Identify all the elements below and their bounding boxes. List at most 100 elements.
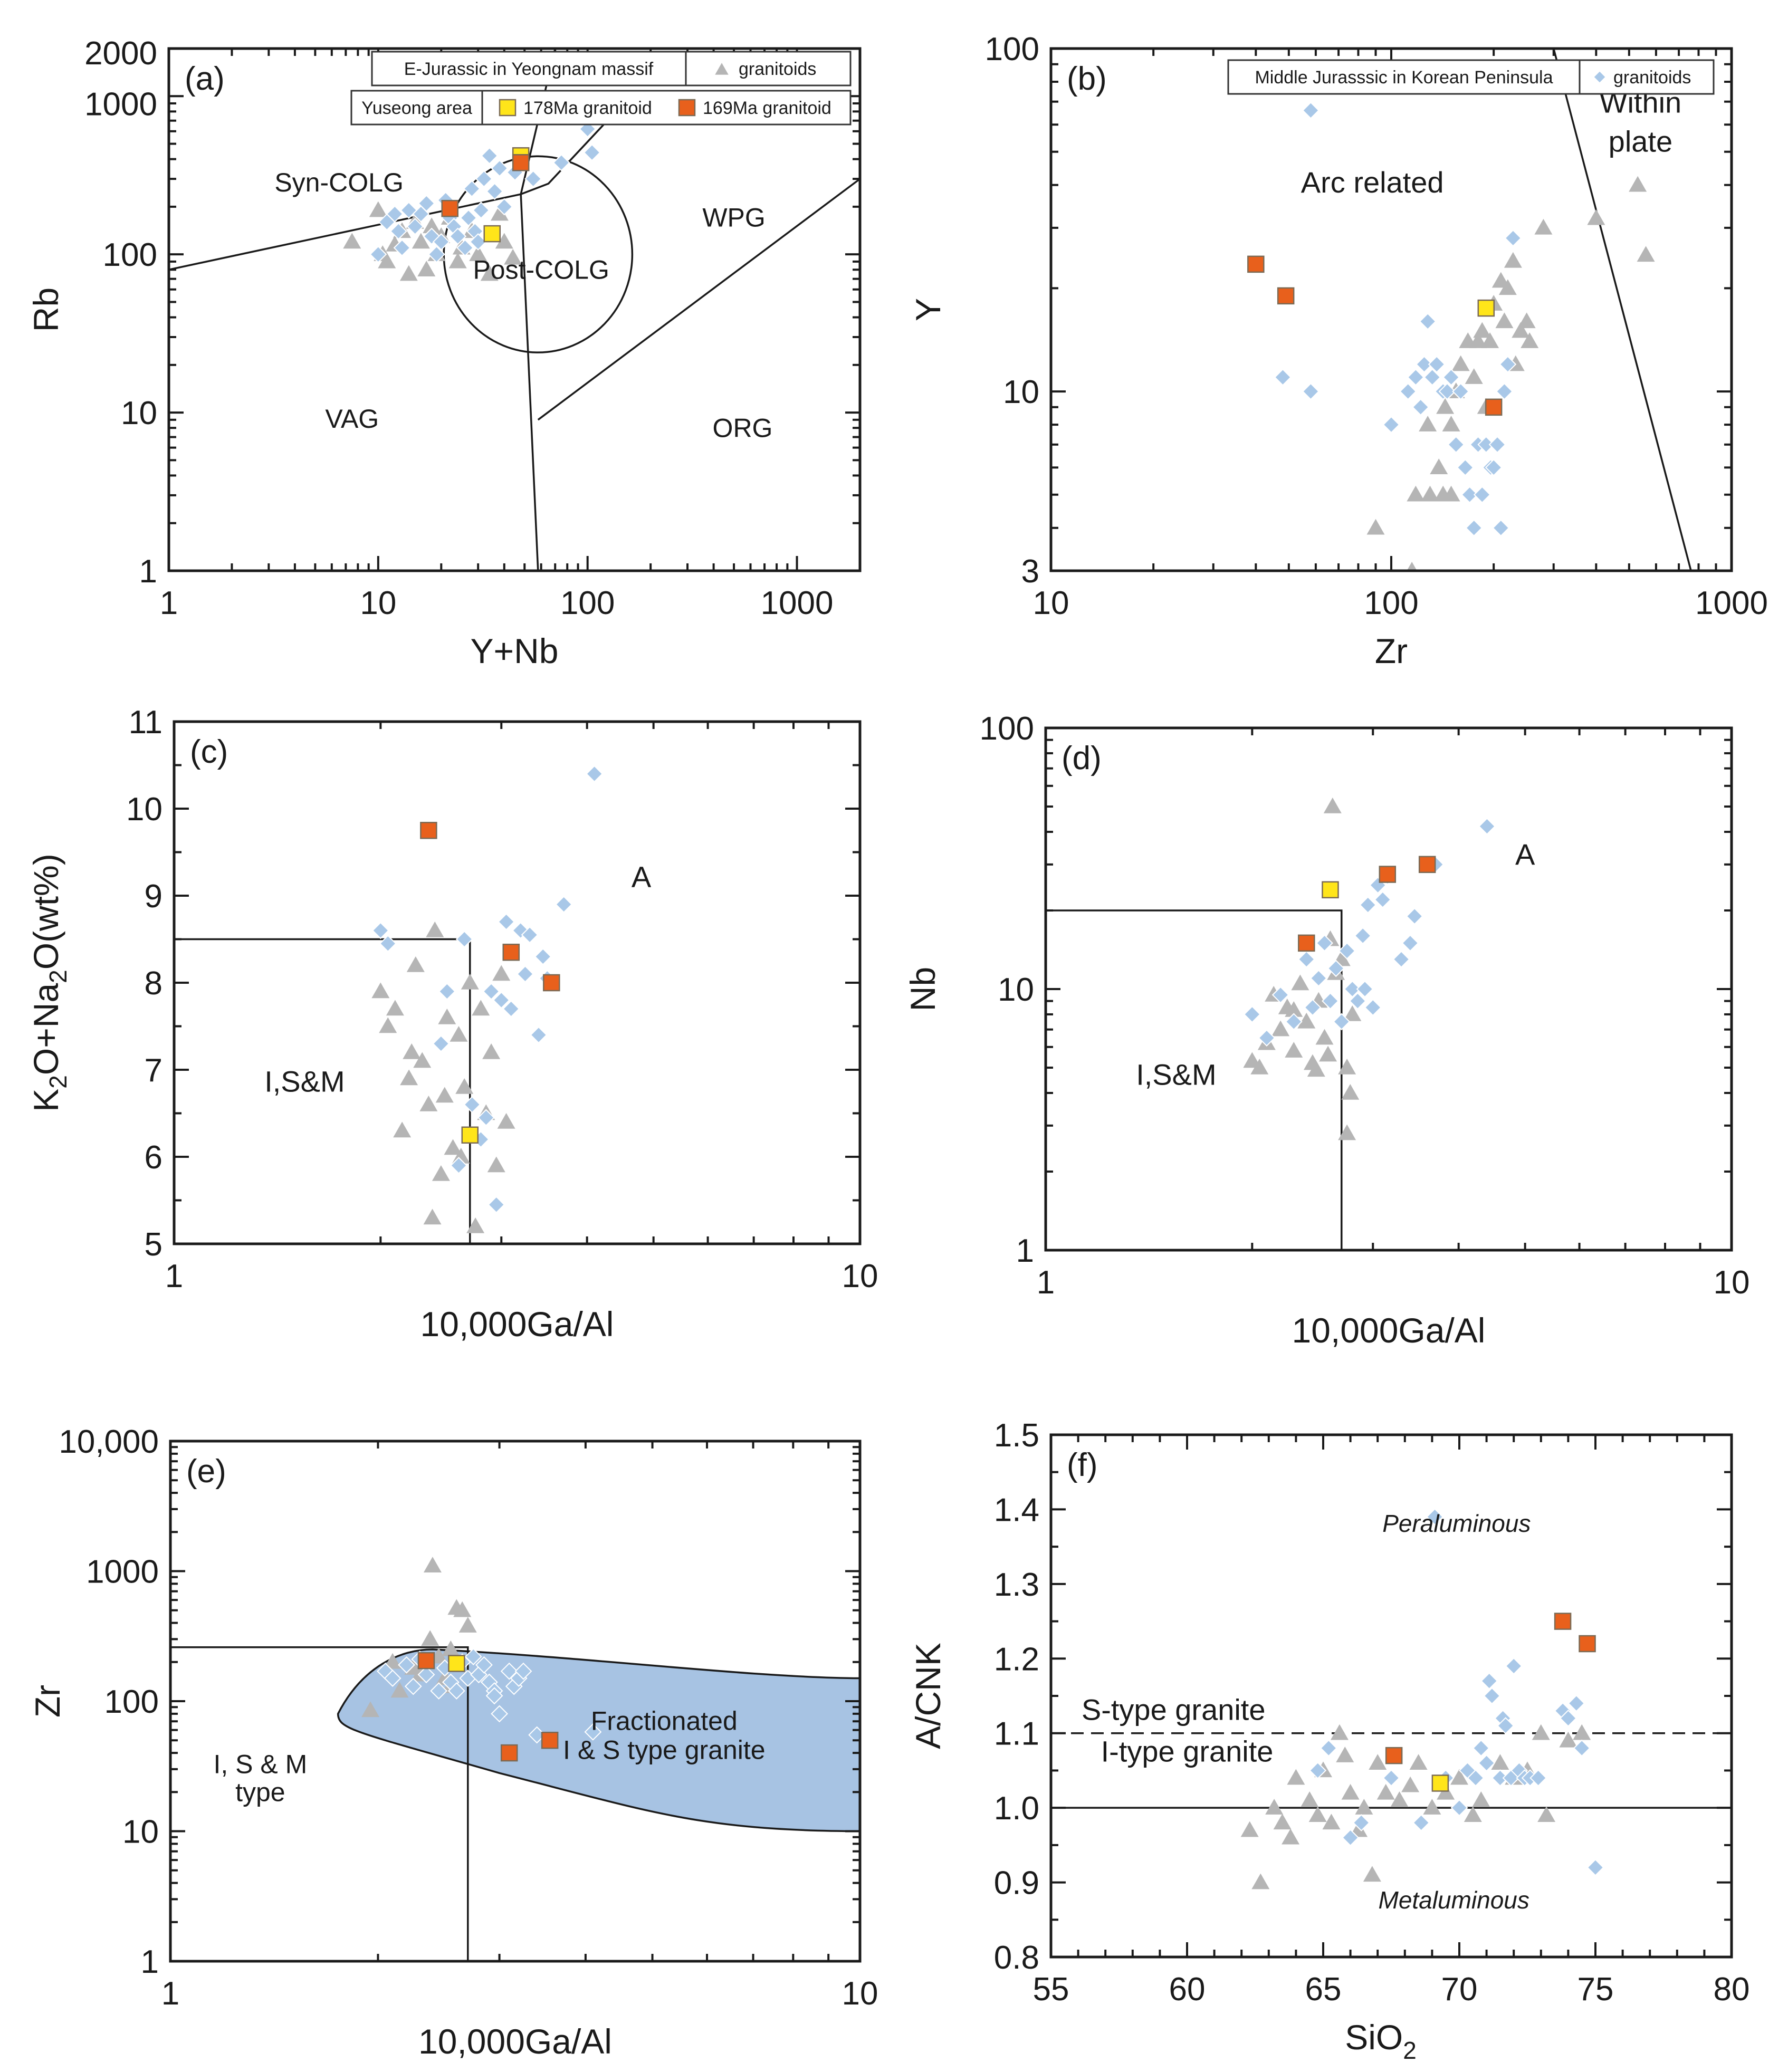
point-b-0-5	[1442, 485, 1460, 502]
point-f-1-2	[1342, 1829, 1360, 1847]
panel-label-c: (c)	[190, 734, 228, 770]
point-b-0-29	[1629, 176, 1647, 192]
x-tick-label-b-0: 10	[1033, 585, 1069, 621]
point-b-0-8	[1436, 398, 1455, 414]
point-e-1-23	[584, 1723, 602, 1741]
boundary-line-a-2	[537, 178, 860, 421]
region-label-f-1: S-type granite	[1082, 1693, 1266, 1726]
point-b-0-7	[1430, 458, 1448, 475]
series-d-2	[1322, 881, 1339, 899]
point-f-0-5	[1287, 1769, 1305, 1785]
point-f-0-19	[1401, 1776, 1420, 1792]
point-c-0-19	[487, 1156, 505, 1173]
point-f-1-8	[1450, 1799, 1468, 1817]
legend-a-row1-group: E-Jurassic in Yeongnam massif	[404, 59, 654, 79]
point-d-1-12	[1343, 980, 1361, 998]
point-f-0-24	[1464, 1806, 1482, 1822]
point-b-1-18	[1465, 519, 1483, 537]
series-a-1	[369, 120, 601, 263]
point-c-1-5	[455, 931, 473, 948]
y-tick-label-e-4: 10,000	[59, 1424, 159, 1460]
point-e-1-2	[398, 1656, 415, 1674]
point-b-1-24	[1488, 436, 1506, 454]
legend-b-item: granitoids	[1613, 68, 1691, 88]
point-a-0-9	[417, 261, 436, 277]
point-a-0-3	[378, 252, 396, 268]
point-c-0-7	[419, 1096, 438, 1111]
point-c-0-0	[371, 982, 390, 999]
point-a-1-11	[432, 233, 450, 251]
point-c-1-19	[586, 765, 604, 783]
point-c-0-22	[423, 1208, 442, 1225]
point-a-1-26	[495, 198, 513, 216]
point-d-1-2	[1271, 986, 1289, 1004]
ticks-f	[1050, 1434, 1733, 1958]
region-label-b-2: plate	[1609, 125, 1672, 158]
y-axis-label-b: Y	[909, 298, 948, 321]
point-b-0-20	[1495, 312, 1514, 329]
x-tick-label-f-0: 55	[1033, 1971, 1069, 2008]
point-b-3-0	[1247, 255, 1265, 273]
point-d-1-16	[1364, 999, 1382, 1016]
x-tick-label-a-1: 10	[360, 585, 396, 621]
y-tick-label-f-7: 1.5	[994, 1417, 1039, 1454]
point-d-1-9	[1327, 960, 1345, 977]
point-b-1-3	[1382, 416, 1400, 434]
y-tick-label-a-4: 2000	[84, 35, 157, 72]
plot-area-c	[174, 765, 604, 1244]
point-f-0-0	[1240, 1821, 1259, 1837]
region-label-e-3: type	[235, 1778, 285, 1807]
point-c-1-21	[477, 1109, 495, 1127]
series-f-3	[1385, 1613, 1596, 1764]
point-b-1-17	[1461, 486, 1479, 504]
point-d-1-13	[1349, 992, 1366, 1010]
point-a-1-25	[491, 159, 509, 177]
boundary-line-b-0	[1553, 49, 1692, 571]
point-b-0-25	[1517, 312, 1536, 329]
region-label-f-3: Metaluminous	[1379, 1886, 1529, 1914]
point-f-1-6	[1426, 1508, 1443, 1526]
region-label-a-4: ORG	[713, 414, 773, 443]
point-e-0-11	[453, 1601, 472, 1617]
panel-label-d: (d)	[1062, 740, 1102, 776]
legend-a-row2-item1: 178Ma granitoid	[523, 98, 652, 118]
x-tick-label-f-2: 65	[1305, 1971, 1342, 2008]
point-f-0-31	[1559, 1731, 1577, 1748]
legend-a-row1-group-box	[371, 51, 687, 87]
x-tick-label-f-4: 75	[1577, 1971, 1614, 2008]
panel-f: Peraluminous S-type granite I-type granite…	[909, 1417, 1749, 2064]
point-c-1-17	[530, 1026, 548, 1044]
point-f-1-12	[1478, 1754, 1496, 1772]
x-tick-label-e-0: 1	[161, 1975, 179, 2012]
x-axis-label-d: 10,000Ga/Al	[1292, 1311, 1486, 1350]
panel-label-a: (a)	[185, 61, 225, 97]
y-tick-label-d-0: 1	[1016, 1233, 1034, 1269]
point-b-0-11	[1451, 355, 1470, 371]
x-tick-label-f-1: 60	[1169, 1971, 1206, 2008]
point-d-3-2	[1418, 856, 1436, 874]
y-axis-label-d: Nb	[903, 967, 942, 1011]
point-b-0-3	[1421, 485, 1439, 502]
y-tick-label-b-2: 100	[985, 31, 1039, 68]
point-f-1-28	[1586, 1858, 1604, 1876]
point-f-1-4	[1382, 1769, 1400, 1787]
point-d-1-25	[1356, 980, 1374, 998]
point-e-0-9	[442, 1640, 460, 1656]
point-f-0-29	[1532, 1724, 1550, 1740]
y-tick-label-d-1: 10	[998, 972, 1034, 1008]
point-f-1-11	[1472, 1739, 1490, 1757]
point-a-3-1	[512, 154, 530, 171]
point-b-0-2	[1407, 485, 1425, 502]
point-b-1-23	[1485, 458, 1503, 476]
legend-a-row1-item-box	[685, 51, 852, 87]
point-a-1-23	[481, 147, 499, 165]
point-d-1-3	[1285, 1013, 1303, 1031]
region-label-d-0: A	[1515, 838, 1535, 871]
point-f-0-9	[1322, 1814, 1341, 1830]
region-label-f-2: I-type granite	[1101, 1734, 1274, 1768]
point-d-0-17	[1341, 1083, 1360, 1100]
x-tick-label-b-1: 100	[1364, 585, 1418, 621]
point-c-0-6	[413, 1052, 432, 1068]
point-c-1-8	[482, 983, 500, 1000]
point-c-3-2	[543, 974, 560, 992]
